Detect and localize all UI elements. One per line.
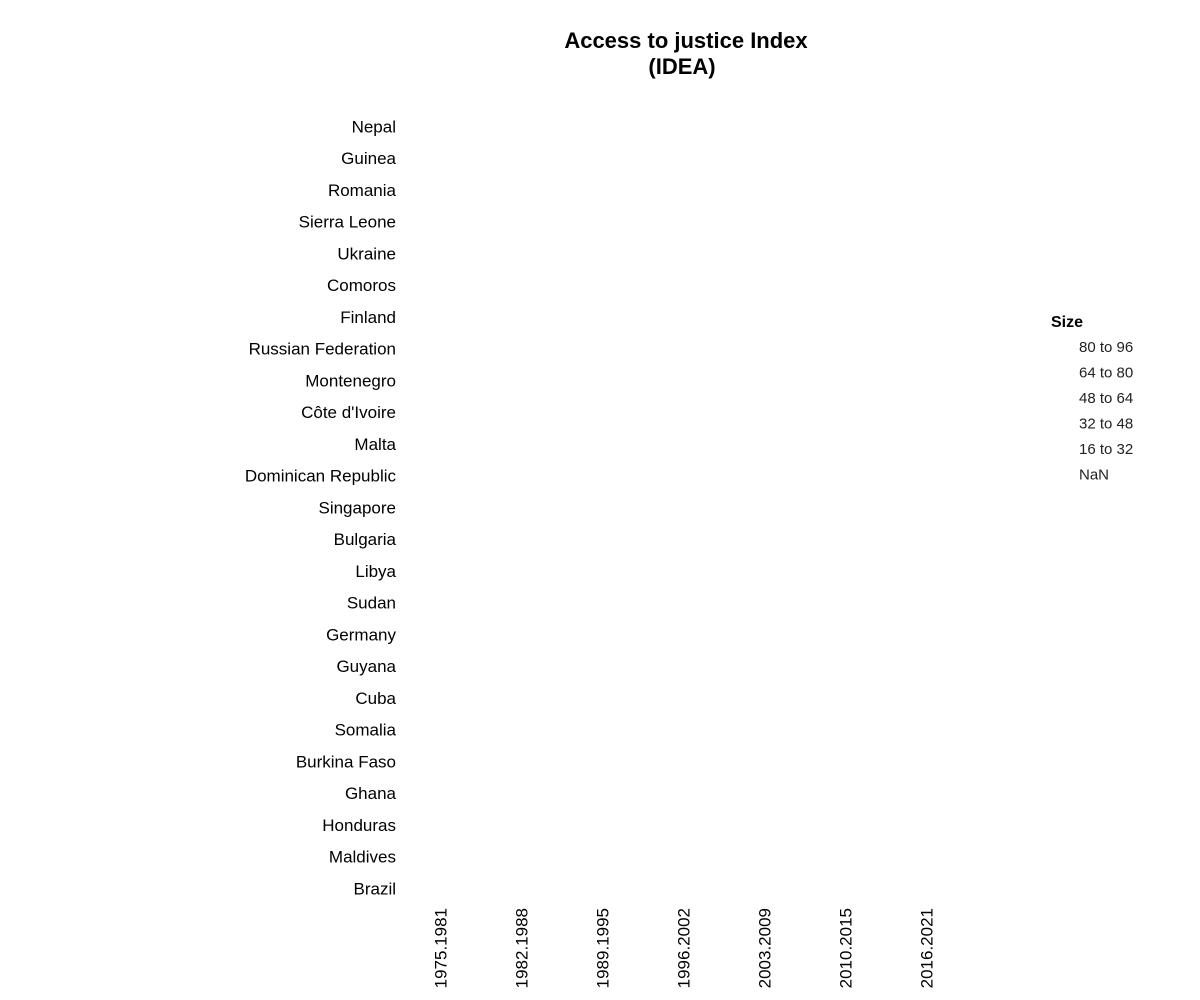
y-tick-label: Côte d'Ivoire bbox=[301, 403, 396, 422]
legend-label: 64 to 80 bbox=[1079, 364, 1133, 381]
y-tick-label: Nepal bbox=[352, 117, 396, 136]
x-tick-label: 2010.2015 bbox=[836, 908, 855, 988]
y-tick-label: Montenegro bbox=[305, 371, 396, 390]
y-tick-label: Russian Federation bbox=[249, 340, 396, 359]
y-tick-label: Honduras bbox=[322, 816, 396, 835]
y-tick-label: Maldives bbox=[329, 848, 396, 867]
y-tick-label: Comoros bbox=[327, 276, 396, 295]
y-tick-label: Guinea bbox=[341, 149, 396, 168]
y-tick-label: Somalia bbox=[335, 721, 397, 740]
y-tick-label: Brazil bbox=[353, 879, 396, 898]
x-tick-label: 2016.2021 bbox=[917, 908, 936, 988]
chart-title: (IDEA) bbox=[648, 54, 715, 79]
legend-title: Size bbox=[1051, 314, 1083, 331]
y-tick-label: Ghana bbox=[345, 784, 397, 803]
y-tick-label: Ukraine bbox=[337, 244, 396, 263]
x-tick-label: 2003.2009 bbox=[755, 908, 774, 988]
y-tick-label: Cuba bbox=[355, 689, 396, 708]
y-tick-label: Libya bbox=[355, 562, 396, 581]
y-tick-label: Malta bbox=[354, 435, 396, 454]
legend-label: NaN bbox=[1079, 466, 1109, 483]
y-tick-label: Romania bbox=[328, 181, 397, 200]
y-tick-label: Burkina Faso bbox=[296, 752, 396, 771]
y-tick-label: Singapore bbox=[318, 498, 396, 517]
y-tick-label: Sudan bbox=[347, 594, 396, 613]
chart-title: Access to justice Index bbox=[564, 28, 808, 53]
y-tick-label: Germany bbox=[326, 625, 396, 644]
x-tick-label: 1982.1988 bbox=[512, 908, 531, 988]
legend-label: 48 to 64 bbox=[1079, 390, 1133, 407]
x-tick-label: 1996.2002 bbox=[674, 908, 693, 988]
y-tick-label: Dominican Republic bbox=[245, 467, 397, 486]
y-tick-label: Finland bbox=[340, 308, 396, 327]
y-tick-label: Bulgaria bbox=[334, 530, 397, 549]
x-tick-label: 1989.1995 bbox=[593, 908, 612, 988]
legend-label: 80 to 96 bbox=[1079, 339, 1133, 356]
legend-label: 32 to 48 bbox=[1079, 415, 1133, 432]
legend-label: 16 to 32 bbox=[1079, 441, 1133, 458]
y-tick-label: Sierra Leone bbox=[299, 213, 396, 232]
y-tick-label: Guyana bbox=[336, 657, 396, 676]
x-tick-label: 1975.1981 bbox=[431, 908, 450, 988]
